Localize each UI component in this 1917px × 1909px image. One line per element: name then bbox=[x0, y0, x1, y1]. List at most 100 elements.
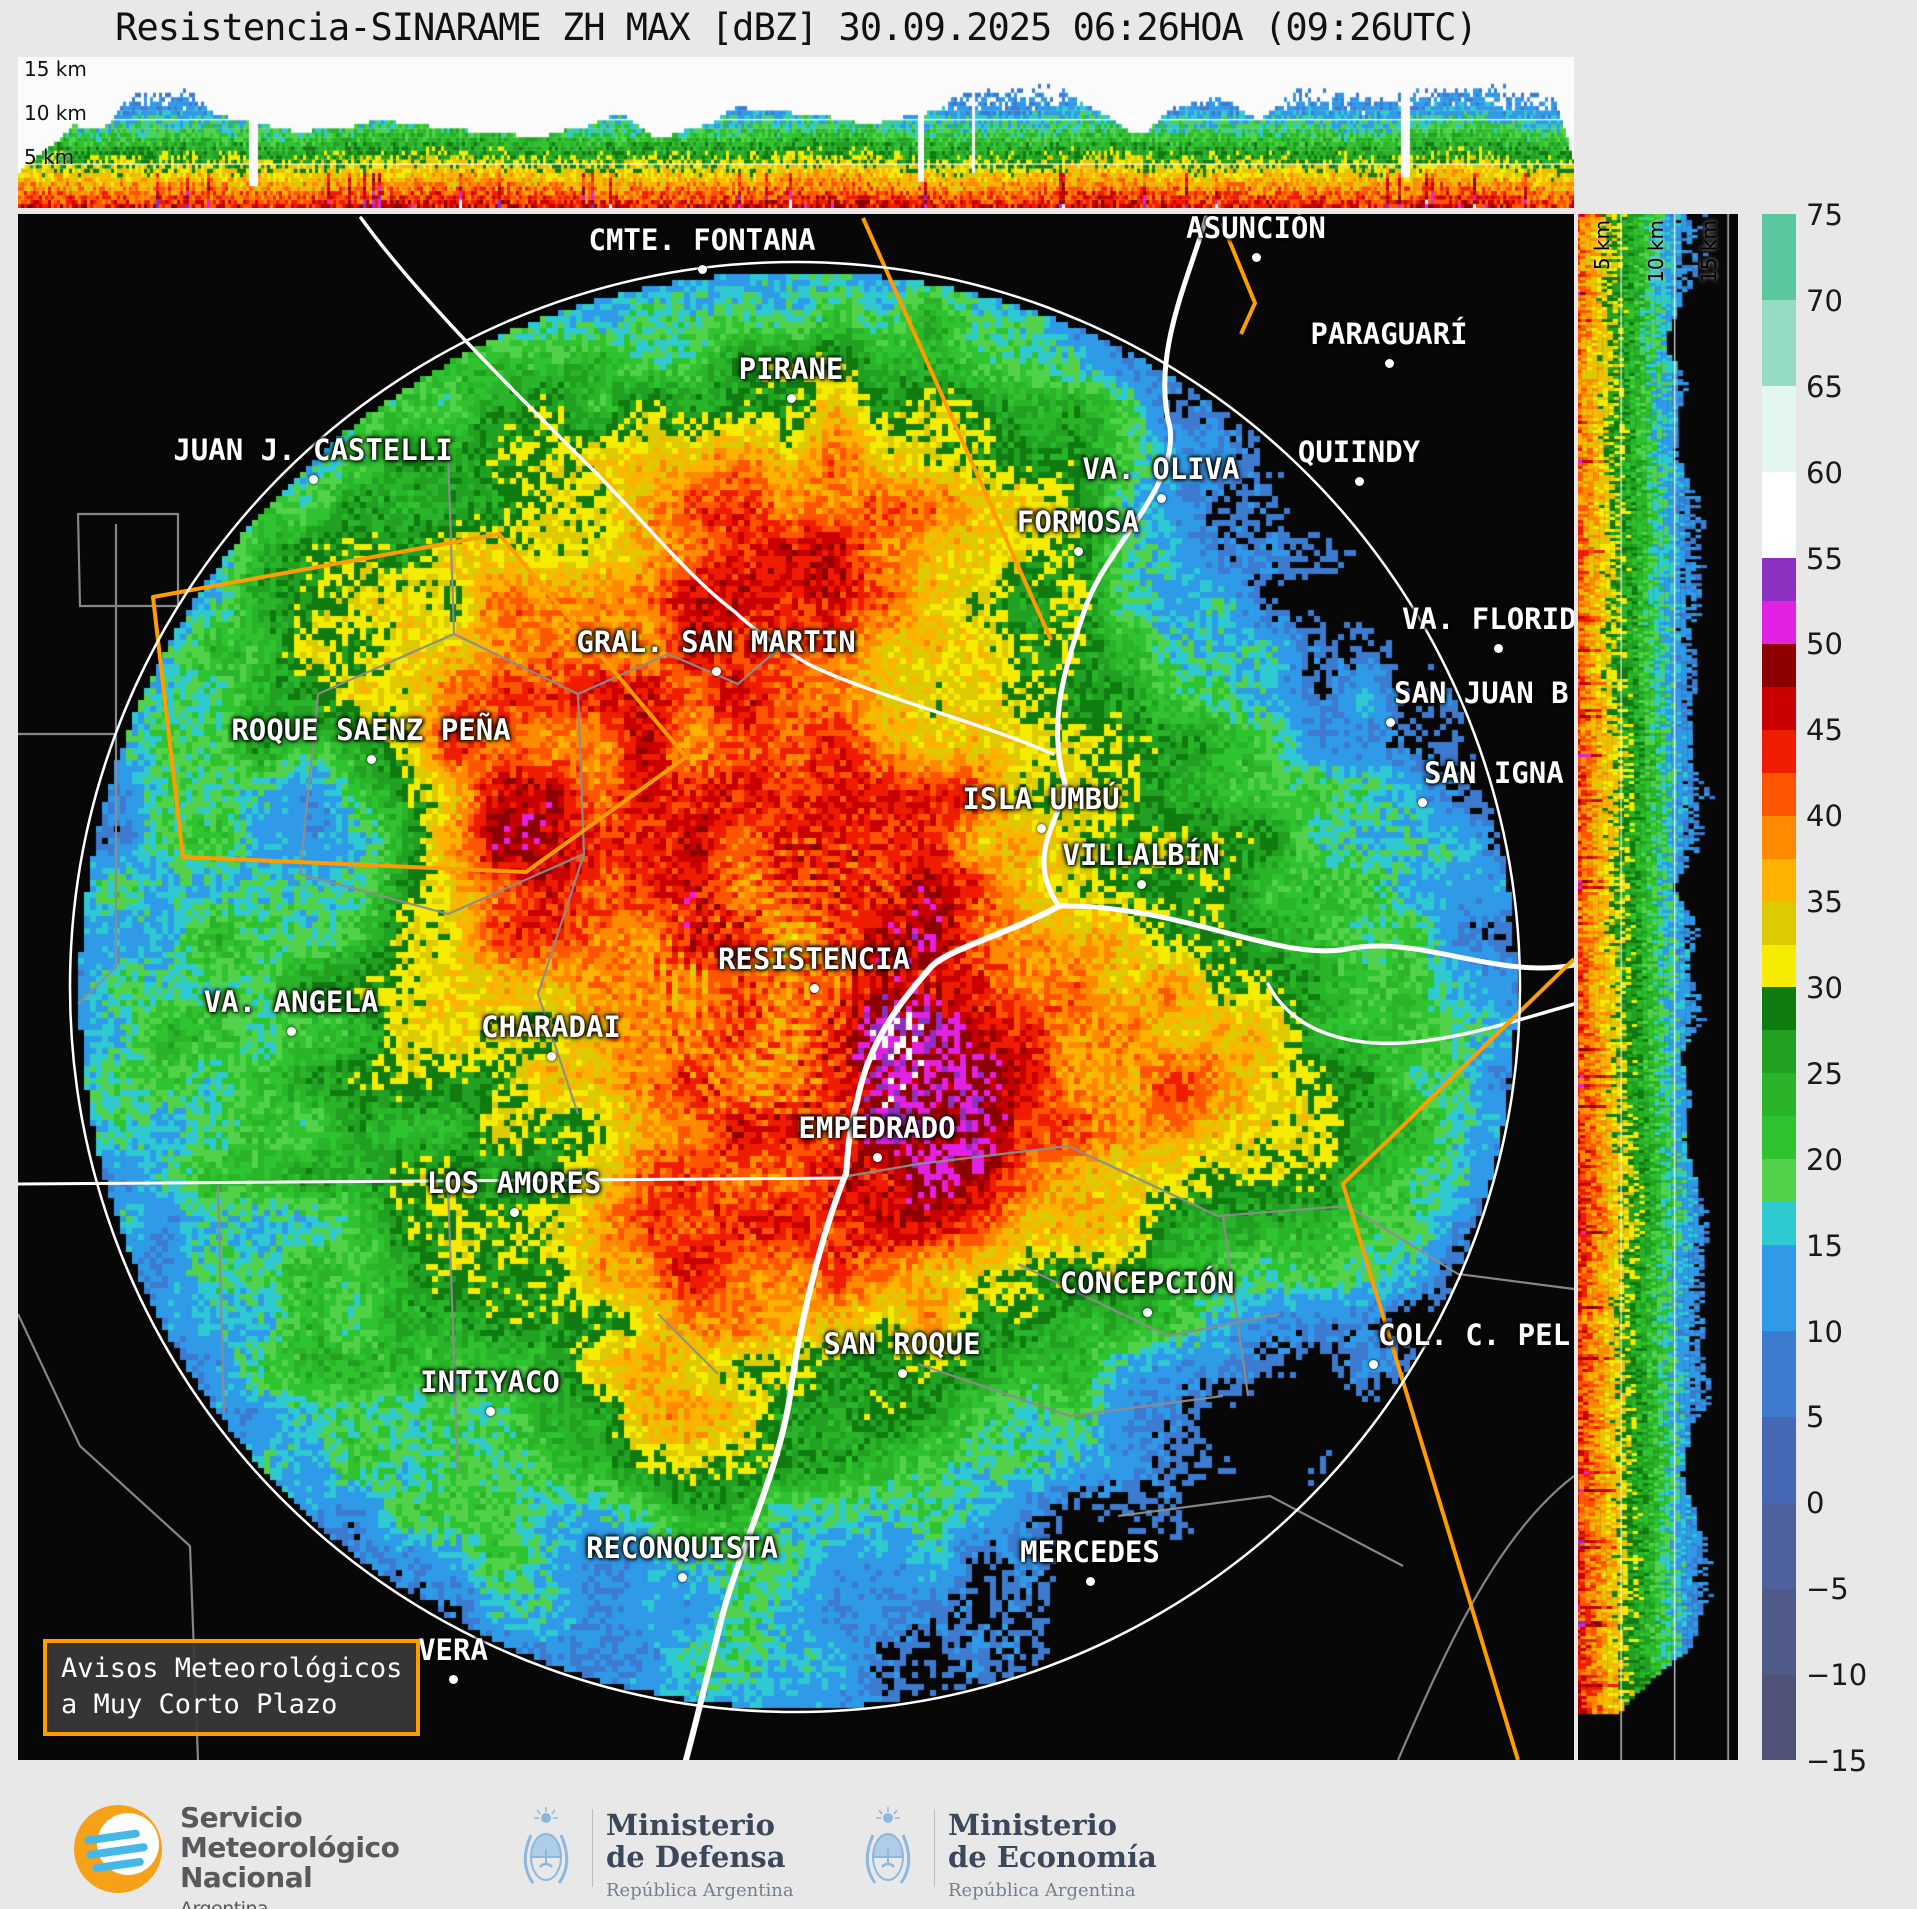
colorbar-segment bbox=[1762, 1330, 1796, 1417]
top-axis-label-5km: 5 km bbox=[24, 145, 75, 169]
colorbar-segment bbox=[1762, 901, 1796, 945]
city-label: CMTE. FONTANA bbox=[588, 223, 816, 257]
ministry-economia-wordmark: Ministerio de Economía República Argenti… bbox=[948, 1809, 1157, 1901]
city-dot bbox=[1142, 1307, 1152, 1317]
city-dot bbox=[1493, 643, 1503, 653]
city-dot bbox=[308, 474, 318, 484]
city-dot bbox=[809, 983, 819, 993]
colorbar-segment bbox=[1762, 772, 1796, 816]
colorbar-segment bbox=[1762, 385, 1796, 473]
right-axis-label-10km: 10 km bbox=[1644, 220, 1668, 283]
city-dot bbox=[1136, 879, 1146, 889]
city-dot bbox=[1417, 797, 1427, 807]
city-dot bbox=[1156, 493, 1166, 503]
city-label: FORMOSA bbox=[1016, 505, 1140, 539]
city-label: VA. ANGELA bbox=[203, 985, 379, 1019]
colorbar-tick-label: −10 bbox=[1806, 1658, 1868, 1693]
city-dot bbox=[1073, 546, 1083, 556]
colorbar-segment bbox=[1762, 1029, 1796, 1074]
colorbar-segment bbox=[1762, 858, 1796, 902]
defensa-line2: de Defensa bbox=[606, 1840, 786, 1874]
economia-line1: Ministerio bbox=[948, 1808, 1118, 1842]
top-profile-panel: 15 km 10 km 5 km bbox=[18, 57, 1574, 208]
city-dot bbox=[1354, 476, 1364, 486]
city-label: PIRANE bbox=[738, 352, 844, 386]
colorbar-tick-label: 75 bbox=[1806, 198, 1843, 232]
city-dot bbox=[786, 393, 796, 403]
colorbar-tick-label: 60 bbox=[1806, 455, 1843, 490]
city-label: ASUNCIÓN bbox=[1186, 214, 1326, 245]
city-dot bbox=[1085, 1576, 1095, 1586]
colorbar-tick-label: 5 bbox=[1806, 1400, 1825, 1435]
advisory-line2: a Muy Corto Plazo bbox=[61, 1689, 338, 1721]
smn-line2: Meteorológico bbox=[180, 1831, 400, 1864]
smn-line3: Nacional bbox=[180, 1861, 313, 1894]
economia-coat-of-arms-icon bbox=[865, 1807, 911, 1884]
city-label: VA. FLORIDA bbox=[1401, 602, 1574, 636]
right-profile-canvas bbox=[1578, 214, 1738, 1760]
right-profile-panel: 5 km 10 km 15 km bbox=[1578, 214, 1738, 1760]
smn-logo-icon bbox=[74, 1805, 162, 1893]
colorbar-segment bbox=[1762, 1244, 1796, 1332]
colorbar-tick-label: 65 bbox=[1806, 369, 1843, 404]
colorbar-tick-label: 15 bbox=[1806, 1228, 1843, 1263]
city-dot bbox=[711, 666, 721, 676]
city-label: SAN ROQUE bbox=[823, 1327, 981, 1361]
colorbar-segment bbox=[1762, 1674, 1796, 1761]
advisory-box: Avisos Meteorológicos a Muy Corto Plazo bbox=[43, 1639, 421, 1736]
colorbar-segment bbox=[1762, 1115, 1796, 1160]
colorbar-segment bbox=[1762, 557, 1796, 601]
city-dot bbox=[286, 1026, 296, 1036]
smn-line1: Servicio bbox=[180, 1801, 303, 1834]
colorbar-tick-label: 25 bbox=[1806, 1056, 1843, 1091]
colorbar-segment bbox=[1762, 1588, 1796, 1675]
city-label: QUIINDY bbox=[1297, 435, 1421, 469]
city-dot bbox=[677, 1572, 687, 1582]
city-label: EMPEDRADO bbox=[798, 1111, 956, 1145]
city-dot bbox=[1368, 1359, 1378, 1369]
colorbar-segment bbox=[1762, 643, 1796, 687]
city-label: INTIYACO bbox=[420, 1365, 560, 1399]
colorbar-segment bbox=[1762, 600, 1796, 644]
city-dot bbox=[697, 264, 707, 274]
defensa-coat-of-arms-icon bbox=[523, 1807, 569, 1884]
city-dot bbox=[366, 754, 376, 764]
city-label: RECONQUISTA bbox=[585, 1531, 779, 1565]
colorbar-tick-label: 70 bbox=[1806, 283, 1843, 318]
city-dot bbox=[448, 1674, 458, 1684]
city-label: ISLA UMBÚ bbox=[962, 782, 1120, 816]
top-axis-label-15km: 15 km bbox=[24, 57, 87, 81]
colorbar-tick-label: 10 bbox=[1806, 1314, 1843, 1349]
colorbar-segment bbox=[1762, 1502, 1796, 1589]
city-label: COL. C. PEL bbox=[1378, 1318, 1571, 1352]
right-axis-label-15km: 15 km bbox=[1697, 220, 1721, 283]
dbz-colorbar-ticks: 75 70 65 60 55 50 45 40 35 30 25 20 15 10 5 0 −5 −10 −15 bbox=[1806, 198, 1886, 1778]
city-label: SAN IGNA bbox=[1424, 756, 1564, 790]
defensa-line1: Ministerio bbox=[606, 1808, 776, 1842]
dbz-colorbar bbox=[1762, 214, 1796, 1761]
city-label: CHARADAI bbox=[481, 1010, 621, 1044]
city-label: CONCEPCIÓN bbox=[1059, 1266, 1235, 1300]
right-axis-label-5km: 5 km bbox=[1590, 220, 1614, 271]
economia-sub: República Argentina bbox=[948, 1880, 1136, 1901]
colorbar-segment bbox=[1762, 987, 1796, 1031]
city-layer: CMTE. FONTANA ASUNCIÓN PARAGUARÍ PIRANE JUAN… bbox=[18, 214, 1574, 1760]
top-profile-canvas bbox=[18, 57, 1574, 208]
city-dot bbox=[897, 1368, 907, 1378]
colorbar-segment bbox=[1762, 686, 1796, 730]
city-dot bbox=[509, 1207, 519, 1217]
city-label: VA. OLIVA bbox=[1082, 452, 1240, 486]
city-dot bbox=[1251, 252, 1261, 262]
city-label: ROQUE SAENZ PEÑA bbox=[231, 713, 511, 747]
colorbar-tick-label: 30 bbox=[1806, 971, 1843, 1005]
colorbar-segment bbox=[1762, 471, 1796, 559]
city-dot bbox=[1384, 358, 1394, 368]
city-dot bbox=[546, 1051, 556, 1061]
colorbar-tick-label: 55 bbox=[1806, 541, 1843, 576]
footer: Servicio Meteorológico Nacional Argentin… bbox=[0, 1795, 1917, 1909]
main-map-panel: CMTE. FONTANA ASUNCIÓN PARAGUARÍ PIRANE JUAN… bbox=[18, 214, 1574, 1760]
colorbar-tick-label: 20 bbox=[1806, 1142, 1843, 1177]
colorbar-tick-label: 50 bbox=[1806, 627, 1843, 662]
city-label: VERA bbox=[418, 1633, 488, 1667]
